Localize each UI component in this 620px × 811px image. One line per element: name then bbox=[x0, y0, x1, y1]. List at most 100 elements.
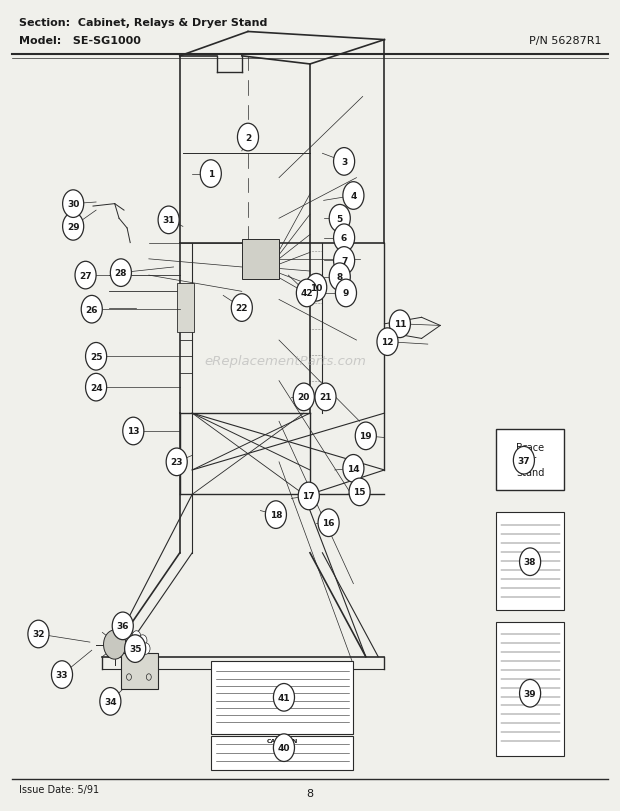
Circle shape bbox=[315, 384, 336, 411]
Text: 21: 21 bbox=[319, 393, 332, 402]
Circle shape bbox=[237, 124, 259, 152]
Circle shape bbox=[349, 478, 370, 506]
Circle shape bbox=[335, 280, 356, 307]
Circle shape bbox=[343, 182, 364, 210]
Text: 25: 25 bbox=[90, 352, 102, 362]
Circle shape bbox=[141, 643, 150, 654]
Circle shape bbox=[138, 635, 147, 646]
Circle shape bbox=[158, 207, 179, 234]
Text: 41: 41 bbox=[278, 693, 290, 702]
Text: 23: 23 bbox=[170, 457, 183, 467]
Text: 24: 24 bbox=[90, 383, 102, 393]
Text: 35: 35 bbox=[129, 644, 141, 654]
Text: 22: 22 bbox=[236, 303, 248, 313]
Circle shape bbox=[51, 661, 73, 689]
Circle shape bbox=[123, 418, 144, 445]
Circle shape bbox=[329, 205, 350, 233]
Text: 31: 31 bbox=[162, 216, 175, 225]
Text: 15: 15 bbox=[353, 487, 366, 497]
Circle shape bbox=[110, 260, 131, 287]
Text: 39: 39 bbox=[524, 689, 536, 698]
Circle shape bbox=[377, 328, 398, 356]
Circle shape bbox=[112, 612, 133, 640]
Text: 8: 8 bbox=[337, 272, 343, 282]
Circle shape bbox=[200, 161, 221, 188]
Circle shape bbox=[273, 734, 294, 762]
Text: 1: 1 bbox=[208, 169, 214, 179]
Circle shape bbox=[125, 635, 146, 663]
Circle shape bbox=[63, 191, 84, 218]
Circle shape bbox=[343, 455, 364, 483]
Circle shape bbox=[389, 311, 410, 338]
Text: 3: 3 bbox=[341, 157, 347, 167]
Circle shape bbox=[132, 631, 141, 642]
Text: 2: 2 bbox=[245, 133, 251, 143]
Bar bbox=[121, 653, 158, 689]
Circle shape bbox=[86, 374, 107, 401]
Text: Section:  Cabinet, Relays & Dryer Stand: Section: Cabinet, Relays & Dryer Stand bbox=[19, 18, 267, 28]
Text: 12: 12 bbox=[381, 337, 394, 347]
Bar bbox=[496, 513, 564, 610]
Text: 33: 33 bbox=[56, 670, 68, 680]
Circle shape bbox=[100, 688, 121, 715]
Circle shape bbox=[355, 423, 376, 450]
Circle shape bbox=[520, 680, 541, 707]
Text: 18: 18 bbox=[270, 510, 282, 520]
Text: 36: 36 bbox=[117, 621, 129, 631]
Text: Issue Date: 5/91: Issue Date: 5/91 bbox=[19, 784, 99, 794]
Text: 20: 20 bbox=[298, 393, 310, 402]
Text: 42: 42 bbox=[301, 289, 313, 298]
Circle shape bbox=[318, 509, 339, 537]
Text: 14: 14 bbox=[347, 464, 360, 474]
Text: 26: 26 bbox=[86, 305, 98, 315]
Circle shape bbox=[104, 630, 126, 659]
Circle shape bbox=[306, 274, 327, 302]
Text: 27: 27 bbox=[79, 271, 92, 281]
Text: 6: 6 bbox=[341, 234, 347, 243]
Text: 16: 16 bbox=[322, 518, 335, 528]
Bar bbox=[211, 661, 353, 734]
Text: eReplacementParts.com: eReplacementParts.com bbox=[204, 354, 366, 367]
Circle shape bbox=[86, 343, 107, 371]
Text: 28: 28 bbox=[115, 268, 127, 278]
Text: 38: 38 bbox=[524, 557, 536, 567]
Text: 34: 34 bbox=[104, 697, 117, 706]
Text: 30: 30 bbox=[67, 200, 79, 209]
Circle shape bbox=[166, 448, 187, 476]
Bar bbox=[496, 622, 564, 756]
Circle shape bbox=[298, 483, 319, 510]
Circle shape bbox=[334, 225, 355, 252]
Circle shape bbox=[334, 148, 355, 176]
Text: P/N 56287R1: P/N 56287R1 bbox=[529, 36, 601, 45]
Circle shape bbox=[296, 280, 317, 307]
Circle shape bbox=[329, 264, 350, 291]
Circle shape bbox=[334, 247, 355, 275]
Circle shape bbox=[273, 684, 294, 711]
Text: Brace
for
Stand: Brace for Stand bbox=[516, 443, 544, 477]
Circle shape bbox=[28, 620, 49, 648]
Text: 7: 7 bbox=[341, 256, 347, 266]
Bar bbox=[177, 284, 194, 333]
Text: 32: 32 bbox=[32, 629, 45, 639]
Text: 9: 9 bbox=[343, 289, 349, 298]
Text: 13: 13 bbox=[127, 427, 140, 436]
Bar bbox=[496, 430, 564, 491]
Circle shape bbox=[265, 501, 286, 529]
Text: 5: 5 bbox=[337, 214, 343, 224]
Circle shape bbox=[513, 447, 534, 474]
Circle shape bbox=[75, 262, 96, 290]
Text: 40: 40 bbox=[278, 743, 290, 753]
Text: 19: 19 bbox=[360, 431, 372, 441]
Text: 11: 11 bbox=[394, 320, 406, 329]
Bar bbox=[211, 736, 353, 770]
Text: 8: 8 bbox=[306, 788, 314, 798]
Circle shape bbox=[81, 296, 102, 324]
Text: Model:   SE-SG1000: Model: SE-SG1000 bbox=[19, 36, 141, 45]
Bar bbox=[242, 239, 279, 280]
Circle shape bbox=[520, 548, 541, 576]
Circle shape bbox=[293, 384, 314, 411]
Text: 37: 37 bbox=[518, 456, 530, 466]
Text: 10: 10 bbox=[310, 283, 322, 293]
Text: CAUTION: CAUTION bbox=[267, 738, 298, 743]
Text: 29: 29 bbox=[67, 222, 79, 232]
